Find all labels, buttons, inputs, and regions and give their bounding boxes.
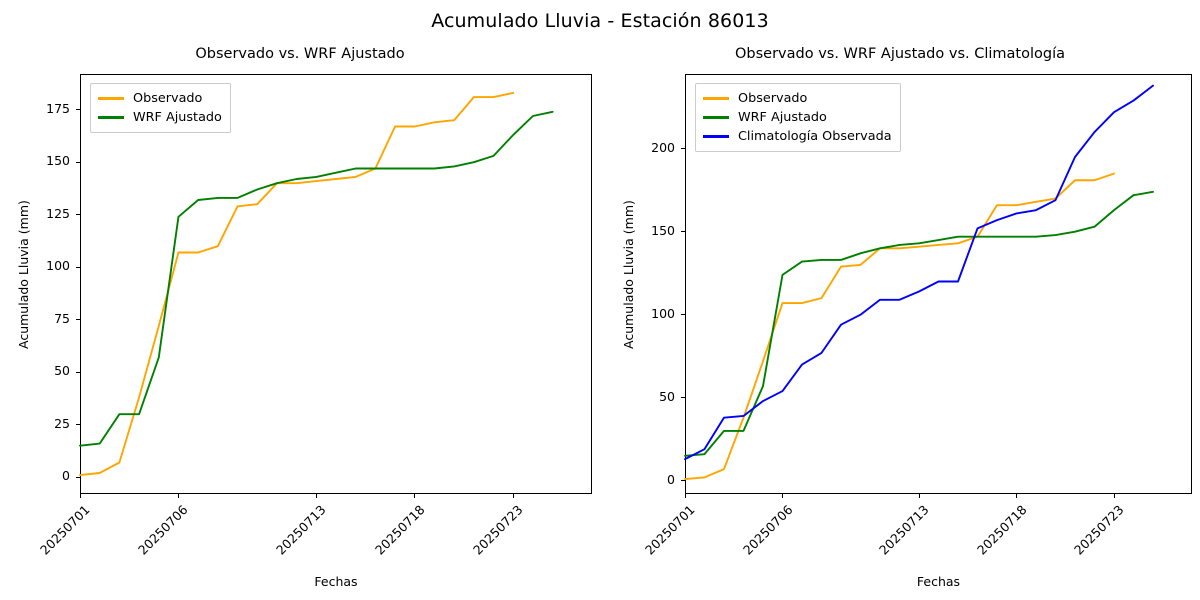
legend-left: Observado WRF Ajustado (90, 83, 231, 133)
plot-area-left (80, 74, 592, 494)
y-tick-mark (681, 148, 685, 150)
x-tick-mark (414, 494, 416, 498)
y-tick-label: 75 (54, 310, 70, 326)
y-tick-mark (681, 314, 685, 316)
legend-swatch-observado (98, 97, 124, 100)
x-tick-mark (684, 494, 686, 498)
y-tick-mark (76, 319, 80, 321)
legend-item[interactable]: Climatología Observada (703, 127, 892, 146)
y-tick-label: 25 (54, 415, 70, 431)
y-tick-mark (681, 480, 685, 482)
x-axis-label-left: Fechas (314, 574, 358, 589)
legend-right: Observado WRF Ajustado Climatología Observ… (695, 83, 901, 152)
x-tick-mark (782, 494, 784, 498)
series-line-observado (684, 172, 1115, 481)
y-tick-label: 175 (46, 100, 70, 116)
x-tick-mark (1016, 494, 1018, 498)
legend-item[interactable]: WRF Ajustado (98, 108, 222, 127)
y-tick-mark (681, 231, 685, 233)
y-tick-label: 100 (651, 305, 675, 321)
y-tick-mark (76, 371, 80, 373)
series-line-wrf-ajustado (684, 190, 1154, 457)
x-tick-mark (177, 494, 180, 498)
y-tick-label: 150 (651, 222, 675, 238)
y-tick-label: 150 (46, 153, 70, 169)
y-tick-label: 200 (651, 139, 675, 155)
subplot-title-right: Observado vs. WRF Ajustado vs. Climatolo… (735, 46, 1065, 62)
y-tick-mark (76, 476, 80, 478)
legend-swatch-wrf-ajustado (98, 116, 124, 119)
x-tick-mark (79, 494, 81, 498)
plot-lines-right (684, 84, 1154, 481)
panel-right: Observado vs. WRF Ajustado vs. Climatolo… (600, 0, 1200, 600)
legend-item[interactable]: Observado (98, 89, 222, 108)
legend-label: Observado (133, 91, 203, 106)
y-axis-label-right: Acumulado Lluvia (mm) (621, 200, 636, 349)
legend-item[interactable]: WRF Ajustado (703, 108, 892, 127)
y-tick-mark (681, 397, 685, 399)
y-tick-mark (76, 214, 80, 216)
y-tick-label: 50 (659, 388, 675, 404)
legend-label: WRF Ajustado (738, 110, 827, 125)
figure-title: Acumulado Lluvia - Estación 86013 (431, 10, 769, 32)
panel-left: Observado vs. WRF Ajustado 0 25 50 75 100 125… (16, 46, 592, 589)
y-axis-label-left: Acumulado Lluvia (mm) (16, 200, 31, 349)
y-tick-mark (76, 266, 80, 268)
x-axis-label-right: Fechas (916, 574, 961, 589)
y-tick-label: 0 (62, 468, 70, 484)
y-tick-mark (76, 109, 80, 111)
y-tick-mark (76, 424, 80, 426)
legend-swatch-wrf-ajustado (703, 116, 729, 119)
subplot-title-left: Observado vs. WRF Ajustado (195, 46, 405, 62)
y-tick-label: 125 (46, 205, 70, 221)
x-tick-mark (918, 494, 920, 498)
y-tick-label: 50 (54, 363, 70, 379)
legend-swatch-observado (703, 97, 729, 100)
legend-label: WRF Ajustado (133, 110, 222, 125)
legend-label: Observado (738, 91, 808, 106)
series-line-wrf-ajustado (79, 110, 554, 447)
y-tick-mark (76, 161, 80, 163)
legend-label: Climatología Observada (738, 129, 892, 144)
x-tick-mark (1113, 494, 1115, 498)
legend-swatch-climatolog-a-observada (703, 135, 729, 138)
x-tick-mark (315, 494, 317, 498)
legend-item[interactable]: Observado (703, 89, 892, 108)
y-tick-label: 0 (667, 471, 675, 487)
plot-lines-left (79, 91, 554, 477)
series-line-observado (79, 91, 515, 477)
series-line-climatolog-a-observada (684, 84, 1154, 461)
x-tick-mark (512, 494, 514, 498)
y-tick-label: 100 (46, 258, 70, 274)
